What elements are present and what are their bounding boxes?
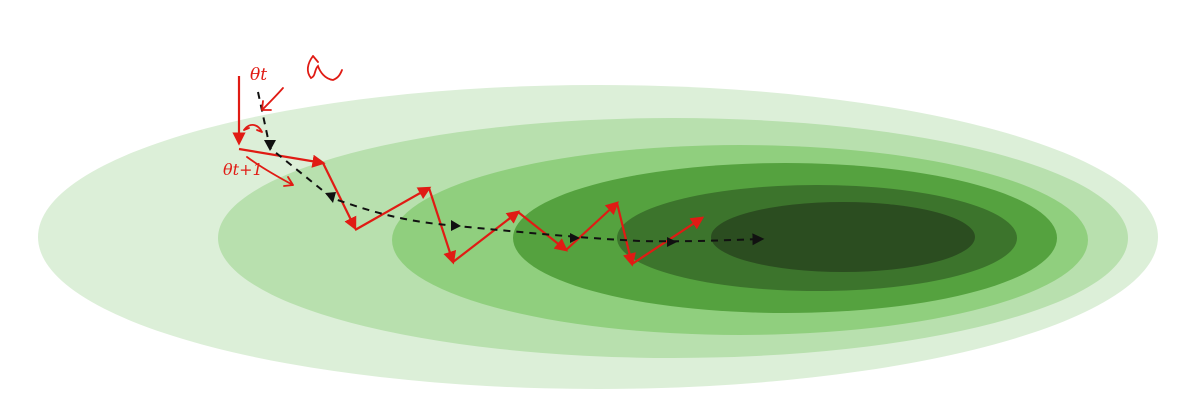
momentum-arrowhead-3 xyxy=(451,220,461,231)
contour-levels xyxy=(38,85,1158,389)
theta-t-pointer xyxy=(261,87,284,111)
contour-level-6 xyxy=(711,202,975,272)
sgd-step-8 xyxy=(565,201,619,251)
momentum-arrowhead-5 xyxy=(667,237,677,247)
momentum-curve xyxy=(257,91,765,246)
annotations xyxy=(243,55,343,187)
sgd-step-9 xyxy=(615,202,636,267)
theta-t1-label: θt+1 xyxy=(223,160,263,179)
momentum-arrowhead-2 xyxy=(325,192,336,203)
sgd-step-6 xyxy=(452,210,521,263)
theta-t-label: θt xyxy=(250,65,267,85)
momentum-arrowhead-4 xyxy=(570,233,580,243)
sgd-step-4 xyxy=(354,186,432,231)
momentum-arrowhead-1 xyxy=(264,140,276,151)
momentum-path xyxy=(257,91,765,246)
momentum-waypoints xyxy=(264,140,677,247)
sgd-step-3 xyxy=(322,162,357,231)
step-size-bracket xyxy=(243,124,263,133)
scribble-icon xyxy=(306,55,343,81)
theta-t1-pointer xyxy=(246,156,294,187)
sgd-step-7 xyxy=(517,211,569,252)
